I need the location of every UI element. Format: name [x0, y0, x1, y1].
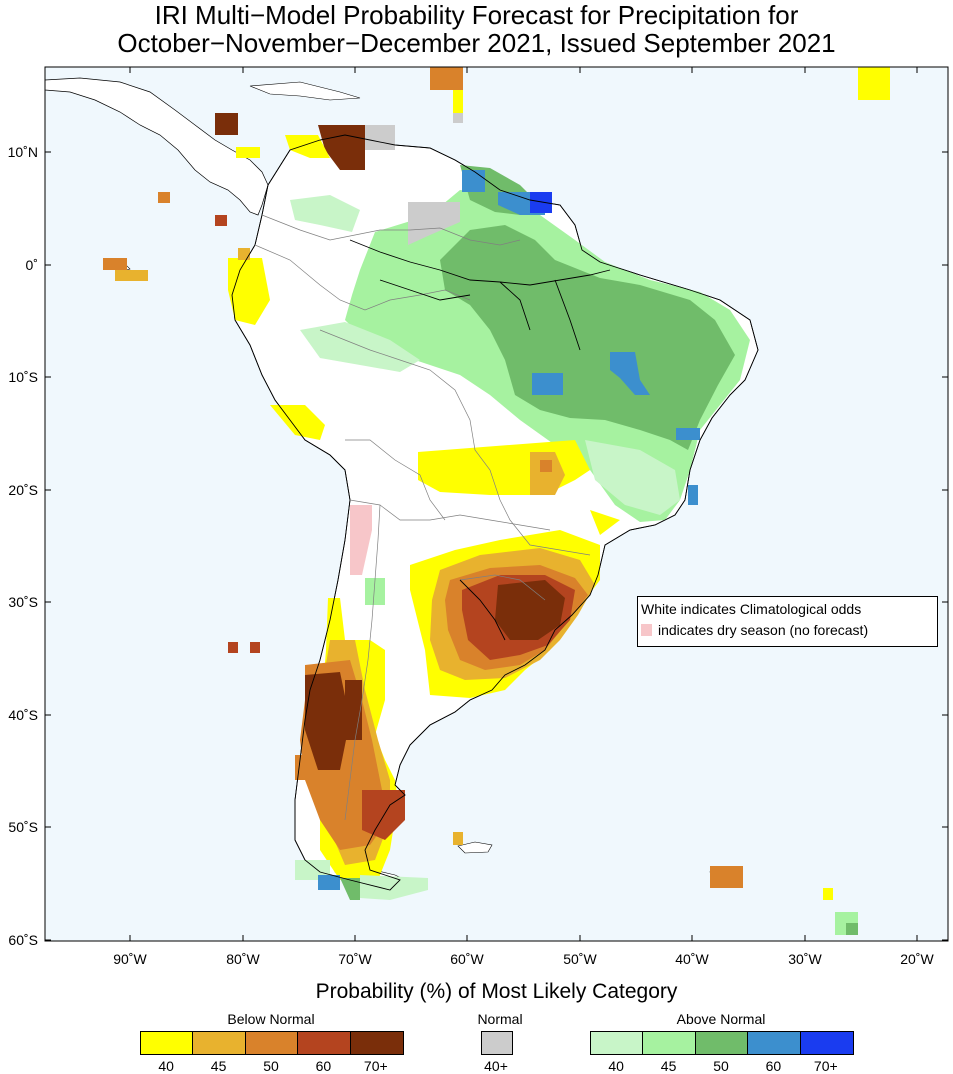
colorbar-title: Probability (%) of Most Likely Category: [315, 980, 678, 1003]
below-normal-colorbar: [140, 1031, 404, 1055]
lon-tick-80w: 80˚W: [226, 951, 260, 967]
lon-tick-20w: 20˚W: [900, 951, 934, 967]
lon-tick-50w: 50˚W: [563, 951, 597, 967]
map-title-line2: October−November−December 2021, Issued S…: [117, 28, 836, 58]
lat-tick-20s: 20˚S: [8, 482, 38, 498]
dry-season-note: indicates dry season (no forecast): [641, 622, 868, 638]
above-swatch-0: [591, 1032, 644, 1054]
normal-swatch-0: [482, 1032, 512, 1054]
below-swatch-2: [245, 1032, 299, 1054]
below-tick-label-1: 45: [210, 1058, 227, 1074]
above-tick-label-0: 40: [608, 1058, 624, 1074]
below-swatch-4: [350, 1032, 403, 1054]
above-swatch-2: [695, 1032, 749, 1054]
country-borders: [254, 214, 591, 821]
above-swatch-1: [643, 1032, 696, 1054]
below-normal-label: Below Normal: [227, 1011, 315, 1027]
below-tick-label-2: 50: [263, 1058, 279, 1074]
forecast-cells: [103, 67, 890, 935]
climatology-note: White indicates Climatological odds: [641, 601, 862, 617]
lon-tick-90w: 90˚W: [113, 951, 147, 967]
above-swatch-3: [748, 1032, 801, 1054]
precipitation-forecast-map: [44, 66, 949, 942]
map-legend-box: White indicates Climatological odds indi…: [637, 596, 938, 647]
lat-tick-40s: 40˚S: [8, 707, 38, 723]
above-tick-label-4: 70+: [813, 1058, 838, 1074]
coastline: [231, 134, 759, 891]
lon-tick-40w: 40˚W: [675, 951, 709, 967]
below-tick-label-3: 60: [315, 1058, 332, 1074]
rivers: [349, 239, 611, 641]
above-tick-label-1: 45: [660, 1058, 677, 1074]
normal-tick-label-0: 40+: [484, 1058, 508, 1074]
below-swatch-0: [141, 1032, 194, 1054]
normal-label: Normal: [477, 1011, 523, 1027]
lon-tick-70w: 70˚W: [338, 951, 372, 967]
lon-tick-30w: 30˚W: [788, 951, 822, 967]
below-tick-label-4: 70+: [363, 1058, 388, 1074]
above-swatch-4: [800, 1032, 853, 1054]
lat-tick-60s: 60˚S: [8, 932, 38, 948]
below-swatch-3: [298, 1032, 351, 1054]
map-title-line1: IRI Multi−Model Probability Forecast for…: [154, 0, 799, 30]
lat-tick-50s: 50˚S: [8, 819, 38, 835]
below-swatch-1: [193, 1032, 246, 1054]
map-frame: [44, 66, 949, 942]
dry-season-swatch: [641, 624, 652, 636]
axis-ticks: [45, 67, 948, 941]
lat-tick-30s: 30˚S: [8, 594, 38, 610]
falkland-islands: [457, 841, 493, 854]
above-tick-label-2: 50: [713, 1058, 729, 1074]
lat-tick-10n: 10˚N: [7, 144, 38, 160]
central-america-land: [45, 77, 269, 216]
lat-tick-0: 0˚: [25, 257, 38, 273]
above-normal-colorbar: [590, 1031, 854, 1055]
above-tick-label-3: 60: [765, 1058, 782, 1074]
above-normal-label: Above Normal: [676, 1011, 766, 1027]
below-tick-label-0: 40: [158, 1058, 174, 1074]
lon-tick-60w: 60˚W: [450, 951, 484, 967]
dry-season-label: indicates dry season (no forecast): [658, 622, 869, 638]
normal-colorbar: [481, 1031, 513, 1055]
caribbean-islands: [249, 81, 361, 101]
lat-tick-10s: 10˚S: [8, 369, 38, 385]
